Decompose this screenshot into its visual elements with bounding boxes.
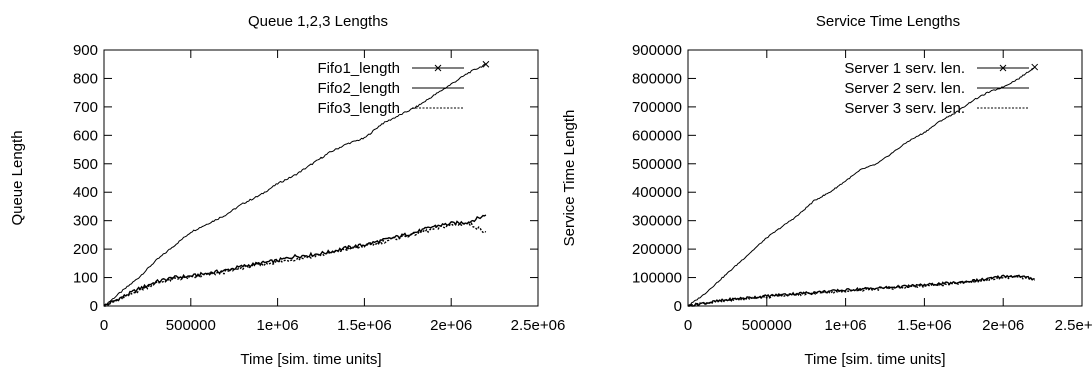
y-tick-label: 300000: [632, 213, 682, 230]
y-tick-label: 200: [73, 241, 98, 258]
y-tick-label: 400000: [632, 184, 682, 201]
x-tick-label: 2.5e+06: [1055, 317, 1092, 334]
legend-marker: [434, 64, 442, 72]
y-tick-label: 800000: [632, 70, 682, 87]
y-tick-label: 700000: [632, 99, 682, 116]
y-tick-label: 200000: [632, 241, 682, 258]
series-line-1: [687, 66, 1036, 307]
y-tick-label: 700: [73, 99, 98, 116]
y-tick-label: 900000: [632, 42, 682, 59]
chart-title: Service Time Lengths: [816, 13, 960, 30]
x-axis-title: Time [sim. time units]: [804, 351, 945, 368]
chart-title: Queue 1,2,3 Lengths: [248, 13, 388, 30]
x-tick-label: 500000: [742, 317, 792, 334]
plot-frame: [103, 49, 539, 307]
x-axis-title: Time [sim. time units]: [240, 351, 381, 368]
x-tick-label: 1.5e+06: [897, 317, 952, 334]
legend-label-3: Server 3 serv. len.: [844, 100, 965, 117]
x-tick-label: 0: [684, 317, 692, 334]
legend-label-1: Fifo1_length: [317, 60, 400, 77]
legend-label-2: Server 2 serv. len.: [844, 80, 965, 97]
series-line-2: [103, 214, 487, 307]
y-axis-title: Service Time Length: [561, 110, 578, 247]
y-tick-label: 600000: [632, 127, 682, 144]
series-line-2: [687, 274, 1035, 307]
y-tick-label: 100000: [632, 270, 682, 287]
series-line-3: [104, 221, 487, 307]
series-line-1: [103, 63, 486, 307]
y-tick-label: 500000: [632, 156, 682, 173]
x-tick-label: 1e+06: [257, 317, 299, 334]
x-tick-label: 500000: [166, 317, 216, 334]
series-marker: [1031, 63, 1039, 71]
x-tick-label: 2.5e+06: [511, 317, 566, 334]
queue-lengths-chart: Queue 1,2,3 Lengths 0 100 200 300 400 500 600 70…: [9, 13, 565, 368]
plot-frame: [687, 49, 1083, 307]
y-tick-label: 100: [73, 270, 98, 287]
x-tick-label: 2e+06: [430, 317, 472, 334]
y-axis-title: Queue Length: [9, 130, 26, 225]
y-tick-label: 500: [73, 156, 98, 173]
x-tick-label: 2e+06: [982, 317, 1024, 334]
service-time-chart: Service Time Lengths 0 100000 200000 300000 4…: [561, 13, 1092, 368]
y-tick-label: 900: [73, 42, 98, 59]
series-marker: [482, 60, 490, 68]
y-tick-label: 0: [674, 298, 682, 315]
legend-label-3: Fifo3_length: [317, 100, 400, 117]
series-line-3: [688, 275, 1036, 307]
x-tick-label: 0: [100, 317, 108, 334]
x-tick-label: 1e+06: [825, 317, 867, 334]
y-tick-label: 800: [73, 70, 98, 87]
y-tick-label: 300: [73, 213, 98, 230]
x-tick-label: 1.5e+06: [337, 317, 392, 334]
y-tick-label: 600: [73, 127, 98, 144]
legend-marker: [999, 64, 1007, 72]
legend-label-1: Server 1 serv. len.: [844, 60, 965, 77]
y-tick-label: 0: [90, 298, 98, 315]
y-tick-label: 400: [73, 184, 98, 201]
legend-label-2: Fifo2_length: [317, 80, 400, 97]
